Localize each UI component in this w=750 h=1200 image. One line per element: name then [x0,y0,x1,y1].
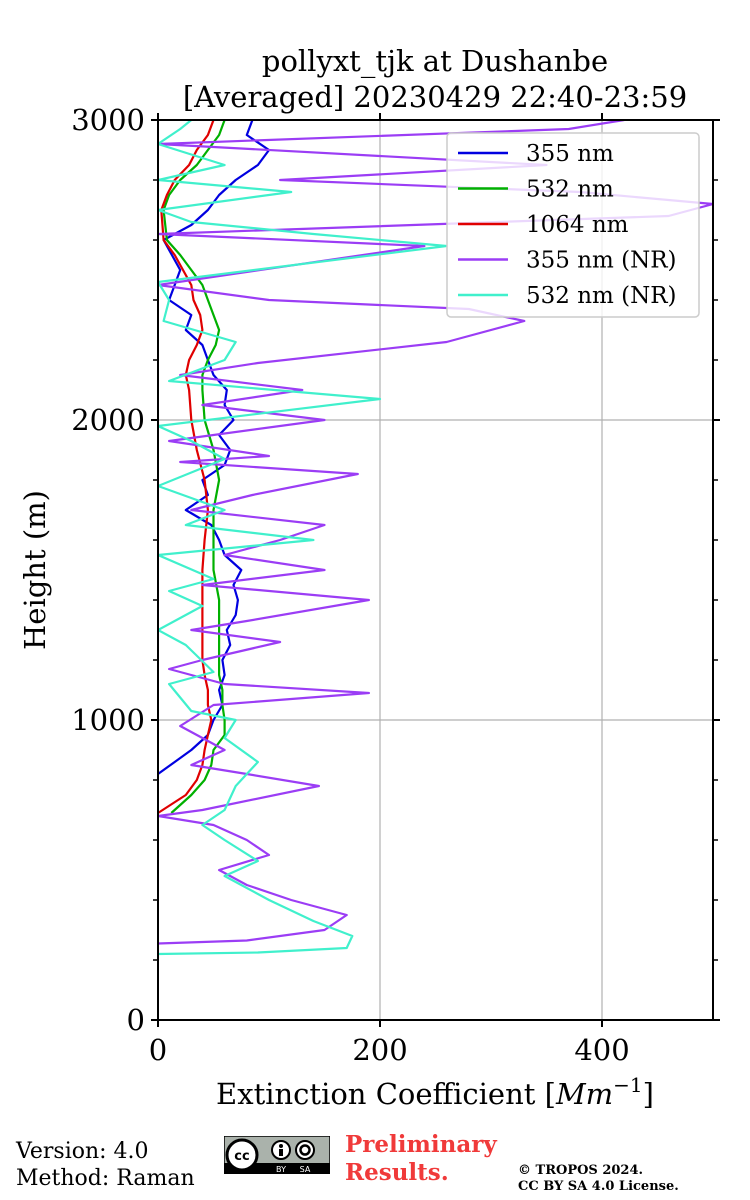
version-info: Version: 4.0 Method: Raman [16,1138,195,1192]
series-line-1064-nm [158,120,215,814]
x-axis-label-exponent: −1 [613,1073,642,1097]
legend-entry: 355 nm [458,141,614,167]
plot-frame [157,119,714,1021]
legend-label: 532 nm (NR) [526,283,677,309]
legend-label: 355 nm [526,141,614,167]
y-tick-label: 2000 [71,403,145,437]
cc-by-sa-license-badge: cc BY SA [224,1136,330,1174]
y-tick-label: 1000 [71,703,145,737]
version-text: Version: 4.0 [16,1139,149,1164]
method-text: Method: Raman [16,1166,195,1191]
x-tick-label: 200 [352,1033,407,1067]
preliminary-line1: Preliminary [345,1131,497,1158]
copyright-line1: © TROPOS 2024. [518,1163,644,1178]
preliminary-line2: Results. [345,1159,449,1186]
x-tick-label: 0 [149,1033,167,1067]
x-axis-label-text: Extinction Coefficient [ [216,1077,556,1111]
preliminary-results-note: Preliminary Results. [345,1131,497,1187]
copyright-line2: CC BY SA 4.0 License. [518,1179,679,1194]
sa-share-alike-icon [295,1140,315,1160]
series-line-355-nm [158,120,271,775]
legend: 355 nm 532 nm 1064 nm 355 nm (NR) 532 nm (NR… [446,132,700,318]
legend-entry: 355 nm (NR) [458,248,677,274]
legend-entry: 1064 nm [458,212,629,238]
by-icon-head [279,1144,283,1148]
legend-box [446,132,700,318]
legend-label: 1064 nm [526,212,629,238]
y-axis-label: Height (m) [18,490,52,650]
series-line-532-nm-nr- [158,120,448,956]
y-tick-label: 3000 [71,103,145,137]
cc-logo-icon [225,1138,259,1172]
by-icon-body [279,1149,283,1156]
sa-label: SA [300,1165,311,1174]
chart-title-line1: pollyxt_tjk at Dushanbe [262,44,608,79]
x-axis-label: Extinction Coefficient [Mm−1] [216,1073,654,1111]
cc-logo-text: cc [234,1149,249,1164]
y-tick-label: 0 [127,1003,145,1037]
legend-label: 355 nm (NR) [526,248,677,274]
x-axis-label-unit: Mm [555,1077,613,1111]
x-axis-label-close: ] [643,1077,654,1111]
axis-ticks: 0 1000 2000 3000 0 200 400 [71,103,720,1067]
series-lines [158,120,713,956]
legend-entry: 532 nm [458,177,614,203]
legend-entry: 532 nm (NR) [458,283,677,309]
by-label: BY [276,1165,286,1174]
legend-label: 532 nm [526,177,614,203]
chart-title-line2: [Averaged] 20230429 22:40-23:59 [183,80,687,114]
x-tick-label: 400 [574,1033,629,1067]
copyright-notice: © TROPOS 2024. CC BY SA 4.0 License. [518,1163,679,1195]
sa-icon-arc [299,1144,311,1156]
extinction-profile-chart: pollyxt_tjk at Dushanbe [Averaged] 20230… [18,44,720,1111]
